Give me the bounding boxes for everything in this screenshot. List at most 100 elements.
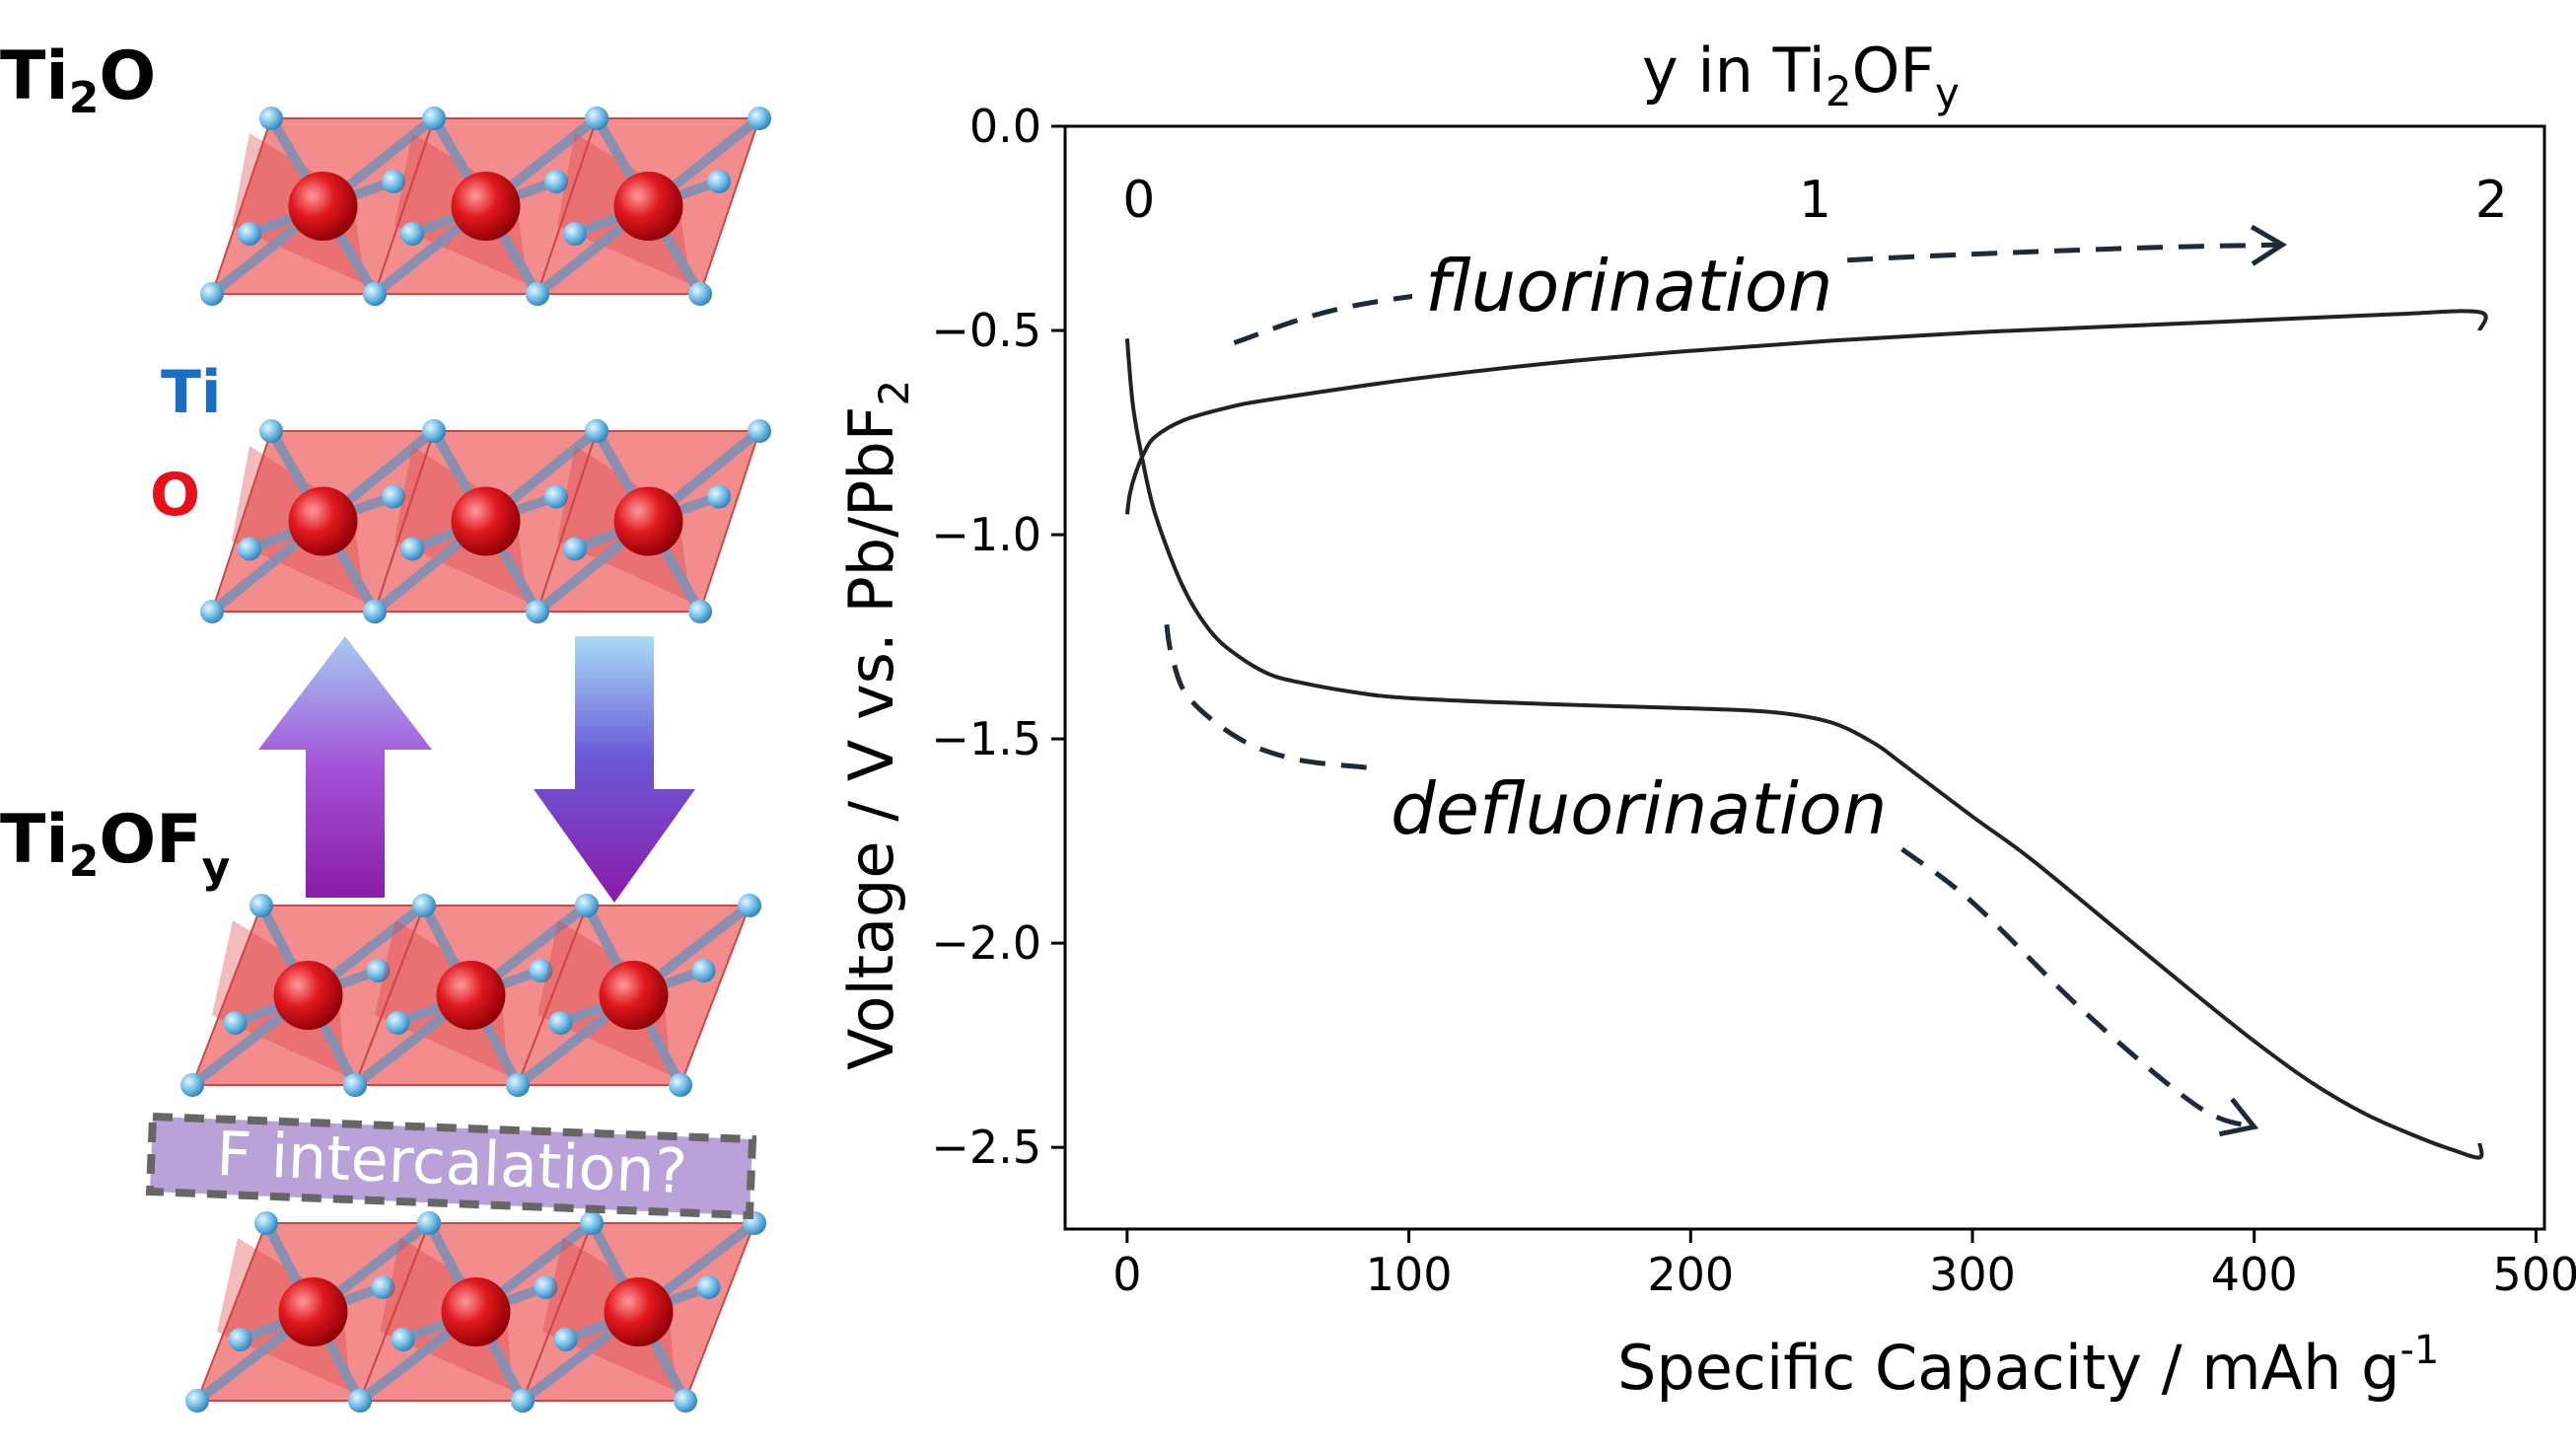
titanium-atom-icon <box>200 282 224 306</box>
titanium-atom-icon <box>544 484 568 509</box>
octahedral-slab <box>185 1211 766 1413</box>
oxygen-atom-icon <box>436 961 506 1030</box>
oxygen-atom-icon <box>613 486 683 556</box>
titanium-atom-icon <box>511 1389 535 1413</box>
titanium-atom-icon <box>748 107 771 130</box>
top-tick-label: 1 <box>1799 171 1831 230</box>
y-tick-label: −1.5 <box>931 712 1041 765</box>
series-line-1 <box>1124 309 2488 515</box>
fluorination-annotation: fluorination <box>1425 245 1832 327</box>
titanium-atom-icon <box>707 170 731 193</box>
octahedral-slab <box>200 419 771 623</box>
titanium-atom-icon <box>200 600 224 623</box>
x-tick-label: 400 <box>2211 1248 2298 1301</box>
titanium-atom-icon <box>348 1389 372 1413</box>
x-tick-label: 100 <box>1366 1248 1453 1301</box>
titanium-atom-icon <box>748 419 771 443</box>
titanium-atom-icon <box>696 1275 721 1299</box>
oxygen-atom-icon <box>599 961 669 1030</box>
titanium-atom-icon <box>707 484 731 509</box>
titanium-atom-icon <box>575 894 599 917</box>
oxygen-atom-icon <box>288 486 358 556</box>
titanium-atom-icon <box>238 222 261 246</box>
titanium-atom-icon <box>506 1073 530 1097</box>
titanium-atom-icon <box>363 600 387 623</box>
top-tick-label: 2 <box>2475 171 2508 230</box>
titanium-atom-icon <box>223 1011 248 1035</box>
x-tick-label: 200 <box>1647 1248 1734 1301</box>
titanium-atom-icon <box>526 600 549 623</box>
series-line-2 <box>1124 338 2484 1160</box>
titanium-atom-icon <box>400 537 424 561</box>
octahedral-slab <box>180 894 761 1097</box>
structure-panel: Ti2O Ti O Ti2OFy F intercalation? <box>0 37 771 1413</box>
titanium-atom-icon <box>422 419 446 443</box>
y-tick-label: −2.0 <box>931 916 1041 970</box>
fluorination-label-bg <box>1412 245 1836 331</box>
y-tick-label: −1.0 <box>931 508 1041 561</box>
titanium-atom-icon <box>688 282 712 306</box>
oxygen-atom-icon <box>613 172 683 241</box>
titanium-atom-icon <box>674 1389 697 1413</box>
octahedral-slab <box>200 107 771 306</box>
oxygen-atom-icon <box>273 961 343 1030</box>
titanium-atom-icon <box>526 282 549 306</box>
y-axis-label: Voltage / V vs. Pb/PbF2 <box>835 380 918 1070</box>
oxygen-atom-icon <box>441 1277 511 1346</box>
titanium-atom-icon <box>228 1328 252 1351</box>
oxygen-atom-icon <box>451 172 521 241</box>
titanium-atom-icon <box>548 1011 573 1035</box>
titanium-atom-icon <box>254 1211 278 1235</box>
titanium-atom-icon <box>180 1073 204 1097</box>
titanium-atom-icon <box>250 894 273 917</box>
oxygen-atom-icon <box>451 486 521 556</box>
y-tick-label: −0.5 <box>931 304 1041 357</box>
fluorination-arrow-head <box>2250 224 2288 266</box>
x-axis-ticks: 0 100 200 300 400 500 <box>1112 1229 2576 1301</box>
titanium-atom-icon <box>544 170 568 193</box>
titanium-atom-icon <box>400 222 424 246</box>
titanium-atom-icon <box>422 107 446 130</box>
top-tick-label: 0 <box>1122 171 1155 230</box>
titanium-atom-icon <box>691 959 716 982</box>
series-lines <box>1124 309 2488 1160</box>
oxygen-atom-icon <box>278 1277 348 1346</box>
titanium-atom-icon <box>391 1328 415 1351</box>
oxygen-atom-icon <box>604 1277 674 1346</box>
titanium-atom-icon <box>371 1275 395 1299</box>
oxygen-atom-icon <box>288 172 358 241</box>
titanium-atom-icon <box>585 107 608 130</box>
titanium-atom-icon <box>382 170 405 193</box>
x-tick-label: 300 <box>1929 1248 2016 1301</box>
titanium-atom-icon <box>529 959 553 982</box>
titanium-atom-icon <box>185 1389 209 1413</box>
legend-ti: Ti <box>161 358 222 427</box>
titanium-atom-icon <box>382 484 405 509</box>
titanium-atom-icon <box>238 537 261 561</box>
titanium-atom-icon <box>580 1211 604 1235</box>
annotation-arrows <box>1164 224 2288 1137</box>
arrow-down-icon <box>534 636 695 903</box>
intercalation-box: F intercalation? <box>145 1112 757 1220</box>
titanium-atom-icon <box>563 537 587 561</box>
plot-frame <box>1063 124 2546 1231</box>
titanium-atom-icon <box>688 600 712 623</box>
ti2ofy-label: Ti2OFy <box>0 801 230 893</box>
voltage-chart: 0 100 200 300 400 500 0.0 −0.5 −1.0 −1.5 −2.0 −2.5… <box>835 35 2576 1404</box>
legend-o: O <box>150 461 200 530</box>
titanium-atom-icon <box>363 282 387 306</box>
x-axis-label: Specific Capacity / mAh g-1 <box>1617 1328 2439 1404</box>
defluorination-arrow <box>1900 846 2255 1129</box>
arrow-up-icon <box>258 636 432 898</box>
ti2o-label: Ti2O <box>0 37 156 123</box>
titanium-atom-icon <box>553 1328 578 1351</box>
titanium-atom-icon <box>412 894 436 917</box>
titanium-atom-icon <box>669 1073 692 1097</box>
titanium-atom-icon <box>259 107 283 130</box>
titanium-atom-icon <box>417 1211 441 1235</box>
x-tick-label: 500 <box>2493 1248 2576 1301</box>
defluorination-arrow-head <box>2218 1097 2259 1137</box>
titanium-atom-icon <box>563 222 587 246</box>
y-tick-label: −2.5 <box>931 1121 1041 1174</box>
